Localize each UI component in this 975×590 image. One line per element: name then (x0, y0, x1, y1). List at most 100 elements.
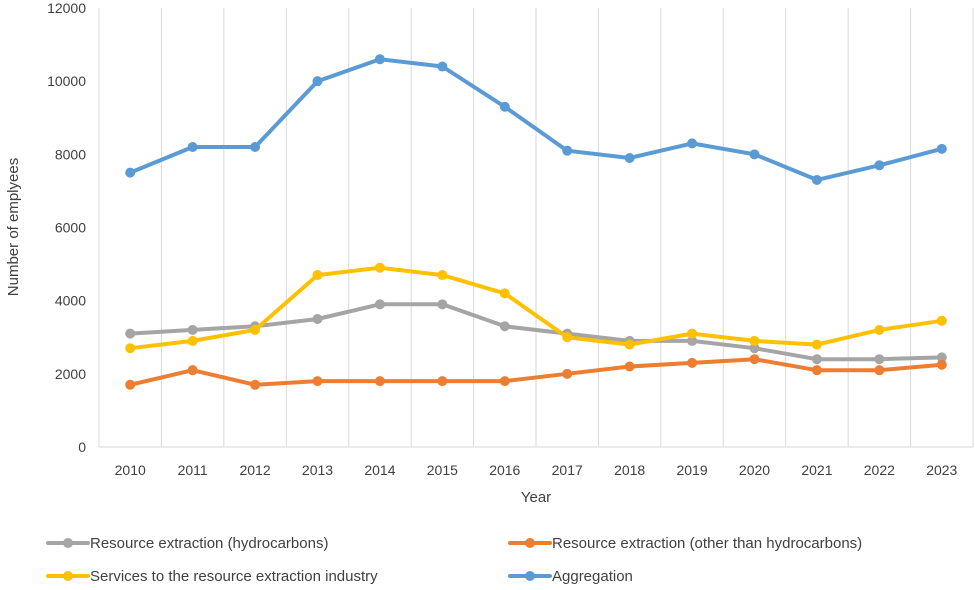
data-point (312, 270, 323, 281)
data-point (187, 335, 198, 346)
data-point (187, 142, 198, 153)
data-point (749, 343, 760, 354)
series-4 (125, 54, 947, 185)
legend-item: Resource extraction (hydrocarbons) (46, 535, 328, 552)
x-tick-label: 2015 (427, 462, 458, 478)
x-tick-label: 2010 (115, 462, 146, 478)
data-point (811, 339, 822, 350)
data-point (874, 354, 885, 365)
data-point (374, 376, 385, 387)
data-point (374, 54, 385, 65)
data-point (811, 174, 822, 185)
legend-marker (63, 571, 73, 581)
y-tick-label: 6000 (55, 220, 86, 236)
data-point (312, 313, 323, 324)
legend-marker (525, 571, 535, 581)
data-point (562, 368, 573, 379)
data-point (936, 315, 947, 326)
data-point (125, 328, 136, 339)
data-point (499, 376, 510, 387)
y-tick-label: 2000 (55, 366, 86, 382)
x-tick-label: 2012 (239, 462, 270, 478)
data-point (624, 361, 635, 372)
series-group (125, 54, 947, 390)
data-point (125, 343, 136, 354)
legend-marker (525, 538, 535, 548)
legend: Resource extraction (hydrocarbons) Resour… (46, 535, 862, 585)
data-point (374, 299, 385, 310)
legend-item: Services to the resource extraction indu… (46, 568, 378, 585)
legend-label: Resource extraction (other than hydrocar… (552, 535, 862, 552)
x-tick-label: 2011 (178, 462, 208, 478)
x-tick-label: 2019 (676, 462, 707, 478)
data-point (687, 138, 698, 149)
series-line (128, 57, 944, 182)
data-point (749, 335, 760, 346)
data-point (874, 324, 885, 335)
y-tick-label: 10000 (47, 73, 86, 89)
x-tick-label: 2023 (926, 462, 957, 478)
legend-label: Services to the resource extraction indu… (90, 568, 378, 585)
data-point (250, 324, 261, 335)
legend-marker (63, 538, 73, 548)
data-point (811, 365, 822, 376)
series-3 (125, 262, 947, 354)
y-tick-label: 0 (78, 439, 86, 455)
x-tick-label: 2013 (302, 462, 333, 478)
x-tick-label: 2014 (364, 462, 395, 478)
data-point (250, 379, 261, 390)
data-point (437, 61, 448, 72)
data-point (562, 332, 573, 343)
data-point (437, 299, 448, 310)
gridlines (98, 8, 974, 447)
data-point (874, 365, 885, 376)
data-point (312, 376, 323, 387)
series-line (128, 265, 944, 351)
legend-item: Resource extraction (other than hydrocar… (508, 535, 862, 552)
series-2 (125, 354, 947, 390)
data-point (312, 76, 323, 87)
series-line (128, 302, 944, 362)
data-point (499, 321, 510, 332)
x-tick-label: 2016 (489, 462, 520, 478)
y-tick-label: 4000 (55, 293, 86, 309)
y-axis-title: Number of emplyees (5, 158, 22, 296)
data-point (374, 262, 385, 273)
data-point (749, 354, 760, 365)
data-point (811, 354, 822, 365)
data-point (125, 167, 136, 178)
data-point (250, 142, 261, 153)
data-point (749, 149, 760, 160)
data-point (437, 270, 448, 281)
data-point (624, 339, 635, 350)
data-point (687, 328, 698, 339)
y-tick-label: 12000 (47, 0, 86, 16)
data-point (125, 379, 136, 390)
legend-label: Resource extraction (hydrocarbons) (90, 535, 328, 552)
x-tick-label: 2020 (739, 462, 770, 478)
x-tick-label: 2022 (864, 462, 895, 478)
data-point (936, 359, 947, 370)
series-line (128, 357, 944, 387)
data-point (562, 145, 573, 156)
y-tick-label: 8000 (55, 146, 86, 162)
data-point (687, 335, 698, 346)
data-point (936, 352, 947, 363)
legend-item: Aggregation (508, 568, 633, 585)
data-point (499, 288, 510, 299)
x-axis-title: Year (521, 489, 551, 506)
data-point (874, 160, 885, 171)
data-point (437, 376, 448, 387)
data-point (187, 365, 198, 376)
data-point (687, 357, 698, 368)
legend-label: Aggregation (552, 568, 633, 585)
data-point (624, 152, 635, 163)
data-point (936, 143, 947, 154)
x-tick-label: 2018 (614, 462, 645, 478)
x-tick-label: 2021 (801, 462, 832, 478)
data-point (499, 101, 510, 112)
x-tick-label: 2017 (552, 462, 583, 478)
axes: 0 2000 4000 6000 8000 10000 12000 2010 2011 2012 2… (47, 0, 973, 478)
